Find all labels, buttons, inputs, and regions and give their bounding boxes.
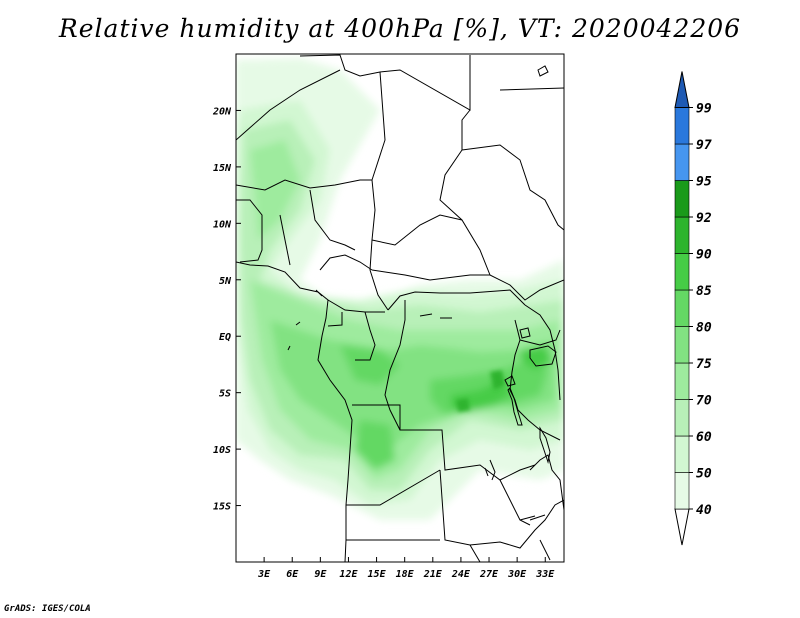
lon-tick-label: 9E (314, 569, 327, 580)
lat-tick-label: 5N (219, 276, 232, 287)
colorbar-label: 95 (696, 175, 712, 190)
colorbar-box (674, 362, 690, 400)
lon-tick-label: 18E (396, 569, 415, 580)
humidity-band-90 (456, 370, 505, 412)
colorbar-box (674, 399, 690, 437)
coastline-west (236, 261, 353, 562)
colorbar-over-arrow (674, 71, 690, 108)
colorbar-box (674, 180, 690, 218)
colorbar-box (674, 472, 690, 510)
humidity-field (236, 58, 564, 520)
lat-tick-label: 20N (212, 106, 232, 117)
lat-tick-label: 15S (213, 502, 231, 513)
lon-tick-label: 6E (286, 569, 299, 580)
colorbar-box (674, 326, 690, 364)
colorbar-box (674, 253, 690, 291)
colorbar-box (674, 107, 690, 145)
colorbar-label: 60 (696, 430, 712, 445)
map-frame (235, 53, 565, 563)
colorbar-label: 85 (696, 284, 712, 299)
lat-tick-label: 10N (213, 219, 232, 230)
longitude-axis: 3E 6E 9E 12E 15E 18E 21E 24E 27E 30E 33E (257, 557, 555, 580)
colorbar-label: 99 (696, 102, 712, 117)
colorbar-box (674, 289, 690, 327)
grads-credit: GrADS: IGES/COLA (4, 604, 91, 614)
colorbar-box (674, 216, 690, 254)
humidity-band-85 (450, 345, 552, 412)
country-boundaries (236, 54, 564, 562)
colorbar-label: 80 (696, 321, 712, 336)
colorbar: 40 50 60 70 75 80 85 90 92 95 97 99 (674, 71, 712, 546)
lake-tanganyika (507, 387, 523, 426)
lat-tick-label: 10S (213, 445, 231, 456)
lat-tick-label: EQ (219, 332, 231, 343)
lon-tick-label: 30E (507, 569, 527, 580)
humidity-band-75 (270, 320, 555, 460)
colorbar-box (674, 435, 690, 473)
colorbar-under-arrow (674, 508, 690, 546)
lon-tick-label: 27E (479, 569, 499, 580)
lon-tick-label: 24E (451, 569, 471, 580)
lon-tick-label: 33E (535, 569, 555, 580)
lon-tick-label: 12E (339, 569, 358, 580)
colorbar-label: 40 (696, 503, 712, 518)
colorbar-label: 92 (696, 211, 712, 226)
colorbar-label: 50 (696, 467, 712, 482)
lake-victoria (529, 345, 557, 367)
lat-tick-label: 5S (219, 389, 231, 400)
colorbar-label: 70 (696, 394, 712, 409)
colorbar-label: 97 (696, 138, 712, 153)
lat-tick-label: 15N (213, 163, 232, 174)
latitude-axis: 20N 15N 10N 5N EQ 5S 10S 15S (212, 106, 241, 513)
lake-malawi (539, 426, 551, 464)
lon-tick-label: 3E (257, 569, 271, 580)
colorbar-box (674, 143, 690, 181)
colorbar-label: 75 (696, 357, 712, 372)
map-title: Relative humidity at 400hPa [%], VT: 202… (58, 14, 742, 43)
lon-tick-label: 15E (368, 569, 387, 580)
lon-tick-label: 21E (423, 569, 443, 580)
colorbar-label: 90 (696, 248, 712, 263)
